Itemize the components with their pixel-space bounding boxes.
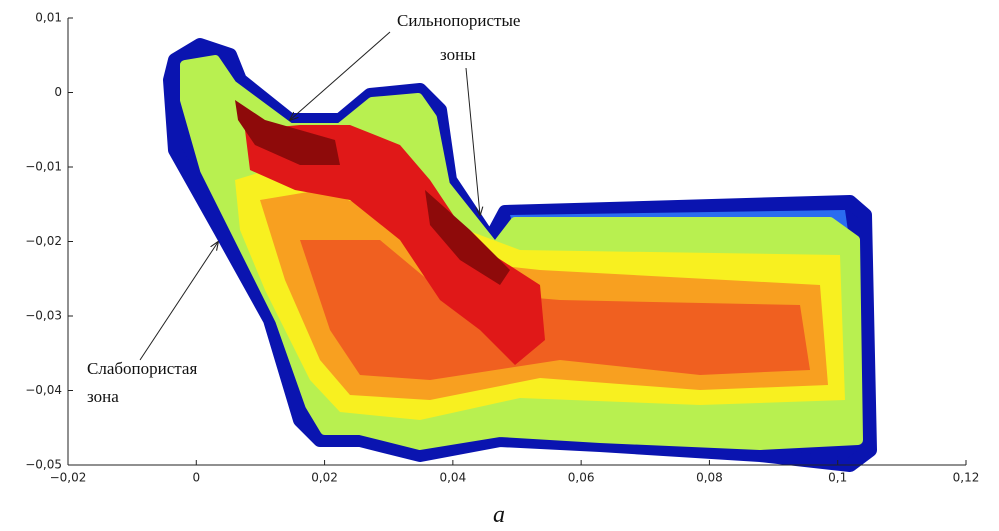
x-tick-label: 0,06 (568, 471, 595, 485)
annotation-text: зоны (440, 45, 476, 64)
arrow (466, 68, 480, 215)
x-tick-label: −0,02 (50, 471, 87, 485)
x-tick-label: 0,02 (311, 471, 338, 485)
porosity-map (170, 45, 870, 465)
y-tick-label: −0,04 (25, 383, 62, 397)
x-tick-label: 0,08 (696, 471, 723, 485)
y-tick-label: 0,01 (35, 11, 62, 25)
x-tick-label: 0 (192, 471, 200, 485)
y-tick-label: −0,03 (25, 309, 62, 323)
annotation-text: зона (87, 387, 119, 406)
x-tick-label: 0,04 (439, 471, 466, 485)
annotation-text: Слабопористая (87, 359, 197, 378)
y-tick-label: −0,02 (25, 234, 62, 248)
annotation-text: Сильнопористые (397, 11, 520, 30)
figure: Сильнопористые зоны Слабопористая зона a… (0, 0, 999, 531)
x-tick-label: 0,12 (953, 471, 980, 485)
y-tick-label: −0,01 (25, 160, 62, 174)
y-tick-label: 0 (54, 85, 62, 99)
x-tick-label: 0,1 (828, 471, 847, 485)
caption: a (493, 502, 505, 528)
arrow (140, 242, 218, 360)
y-tick-label: −0,05 (25, 458, 62, 472)
